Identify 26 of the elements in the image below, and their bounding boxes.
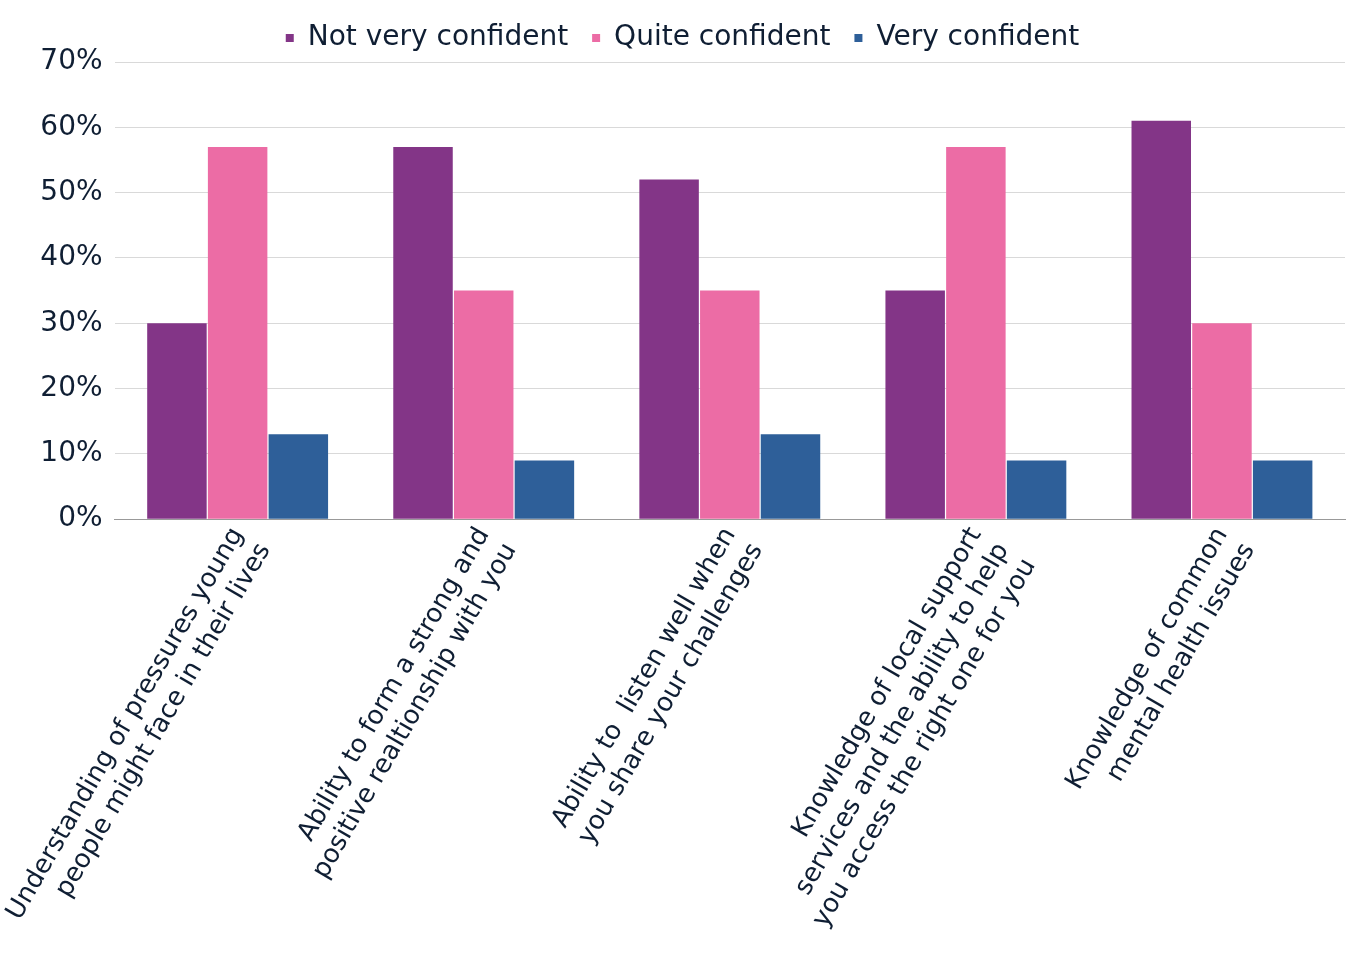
bar <box>946 146 1006 519</box>
bar <box>453 290 514 519</box>
y-tick-label: 30% <box>40 304 103 338</box>
bar <box>1252 460 1313 519</box>
bar <box>1006 460 1067 519</box>
bar <box>760 434 821 519</box>
y-tick-label: 50% <box>40 173 103 207</box>
bar <box>639 179 699 519</box>
bar <box>700 290 760 519</box>
bar <box>147 323 207 519</box>
y-tick-label: 60% <box>40 108 103 142</box>
bar <box>393 146 453 519</box>
legend-label: Quite confident <box>614 19 831 53</box>
bar <box>1192 323 1252 519</box>
y-tick-label: 0% <box>58 500 103 534</box>
bar <box>207 146 268 519</box>
y-tick-label: 20% <box>40 369 103 403</box>
bar <box>268 434 329 519</box>
y-tick-label: 40% <box>40 239 103 273</box>
y-tick-label: 10% <box>40 435 103 469</box>
bar <box>885 290 945 519</box>
bar <box>514 460 575 519</box>
legend-label: Very confident <box>876 19 1080 53</box>
y-tick-label: 70% <box>40 43 103 77</box>
legend-label: Not very confident <box>307 19 569 53</box>
bar <box>1131 120 1191 519</box>
